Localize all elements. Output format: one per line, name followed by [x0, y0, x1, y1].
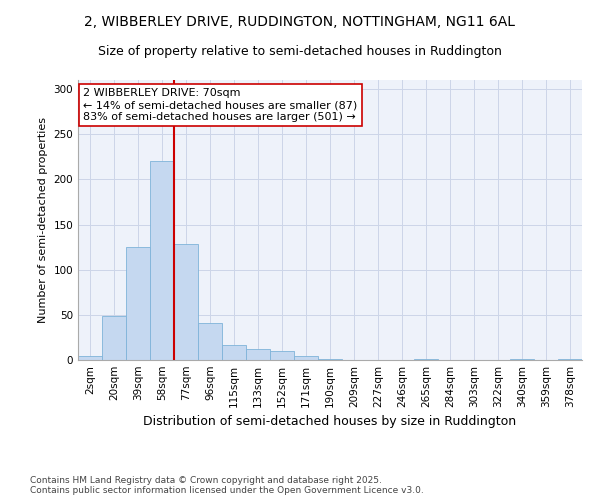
Bar [126, 247, 150, 360]
Bar [510, 359, 534, 360]
Bar [318, 359, 342, 360]
Text: 2 WIBBERLEY DRIVE: 70sqm
← 14% of semi-detached houses are smaller (87)
83% of s: 2 WIBBERLEY DRIVE: 70sqm ← 14% of semi-d… [83, 88, 357, 122]
Bar [174, 244, 198, 360]
Y-axis label: Number of semi-detached properties: Number of semi-detached properties [38, 117, 48, 323]
Bar [198, 323, 222, 360]
Bar [102, 316, 126, 360]
Bar [222, 344, 246, 360]
Bar [294, 356, 318, 360]
Text: Contains HM Land Registry data © Crown copyright and database right 2025.
Contai: Contains HM Land Registry data © Crown c… [30, 476, 424, 495]
Bar [558, 359, 582, 360]
Text: 2, WIBBERLEY DRIVE, RUDDINGTON, NOTTINGHAM, NG11 6AL: 2, WIBBERLEY DRIVE, RUDDINGTON, NOTTINGH… [85, 15, 515, 29]
Bar [150, 162, 174, 360]
Bar [270, 351, 294, 360]
X-axis label: Distribution of semi-detached houses by size in Ruddington: Distribution of semi-detached houses by … [143, 416, 517, 428]
Text: Size of property relative to semi-detached houses in Ruddington: Size of property relative to semi-detach… [98, 45, 502, 58]
Bar [78, 356, 102, 360]
Bar [414, 359, 438, 360]
Bar [246, 349, 270, 360]
